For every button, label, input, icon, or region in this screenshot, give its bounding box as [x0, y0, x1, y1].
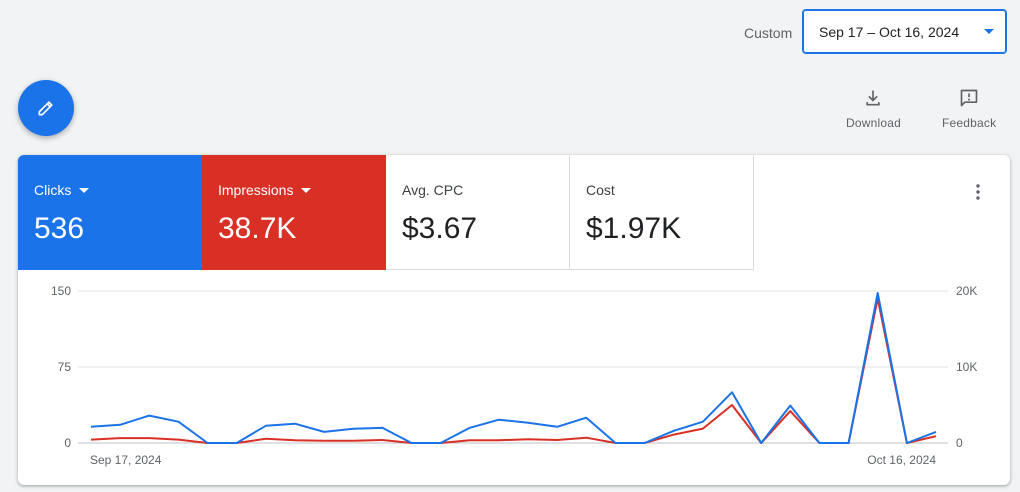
metric-impressions-label: Impressions	[218, 182, 294, 198]
y-left-tick-label: 75	[58, 360, 72, 374]
y-right-tick-label: 0	[956, 436, 963, 450]
date-range-picker[interactable]: Sep 17 – Oct 16, 2024	[802, 9, 1007, 54]
metric-cost-value: $1.97K	[586, 212, 682, 245]
x-end-tick-label: Oct 16, 2024	[867, 453, 936, 467]
y-right-tick-label: 10K	[956, 360, 977, 374]
download-label: Download	[846, 116, 901, 130]
caret-down-icon	[301, 187, 312, 193]
date-range-value: Sep 17 – Oct 16, 2024	[819, 23, 960, 40]
performance-line-chart: 0 0 75 10K 150 20K Sep 17, 2024 Oct 16, 2024	[51, 284, 977, 467]
y-left-tick-label: 150	[51, 284, 71, 298]
more-vert-icon	[976, 184, 980, 200]
feedback-icon	[960, 89, 978, 107]
x-start-tick-label: Sep 17, 2024	[90, 453, 162, 467]
metric-cost[interactable]: Cost $1.97K	[570, 155, 754, 270]
caret-down-icon	[79, 187, 90, 193]
y-right-tick-label: 20K	[956, 284, 977, 298]
metric-clicks-label: Clicks	[34, 182, 72, 198]
chevron-down-icon	[984, 29, 994, 34]
metric-impressions-value: 38.7K	[218, 212, 297, 245]
performance-card: Clicks 536 Impressions 38.7K Avg. CPC $3…	[18, 155, 1010, 485]
metric-clicks-value: 536	[34, 212, 85, 245]
pencil-icon	[38, 101, 53, 116]
download-icon	[866, 90, 881, 106]
feedback-button[interactable]: Feedback	[942, 88, 996, 130]
feedback-label: Feedback	[942, 116, 997, 130]
metric-cost-label: Cost	[586, 182, 615, 198]
y-left-tick-label: 0	[64, 436, 71, 450]
metric-avg-cpc-value: $3.67	[402, 212, 478, 245]
metric-avg-cpc-label: Avg. CPC	[402, 182, 464, 198]
date-range-type-label: Custom	[744, 25, 793, 41]
edit-fab-button[interactable]	[18, 80, 74, 136]
metric-impressions[interactable]: Impressions 38.7K	[202, 155, 386, 270]
metric-clicks[interactable]: Clicks 536	[18, 155, 202, 270]
more-options-button[interactable]	[968, 182, 988, 202]
series-line-clicks	[90, 292, 937, 444]
metric-avg-cpc[interactable]: Avg. CPC $3.67	[386, 155, 570, 270]
download-button[interactable]: Download	[846, 88, 901, 130]
